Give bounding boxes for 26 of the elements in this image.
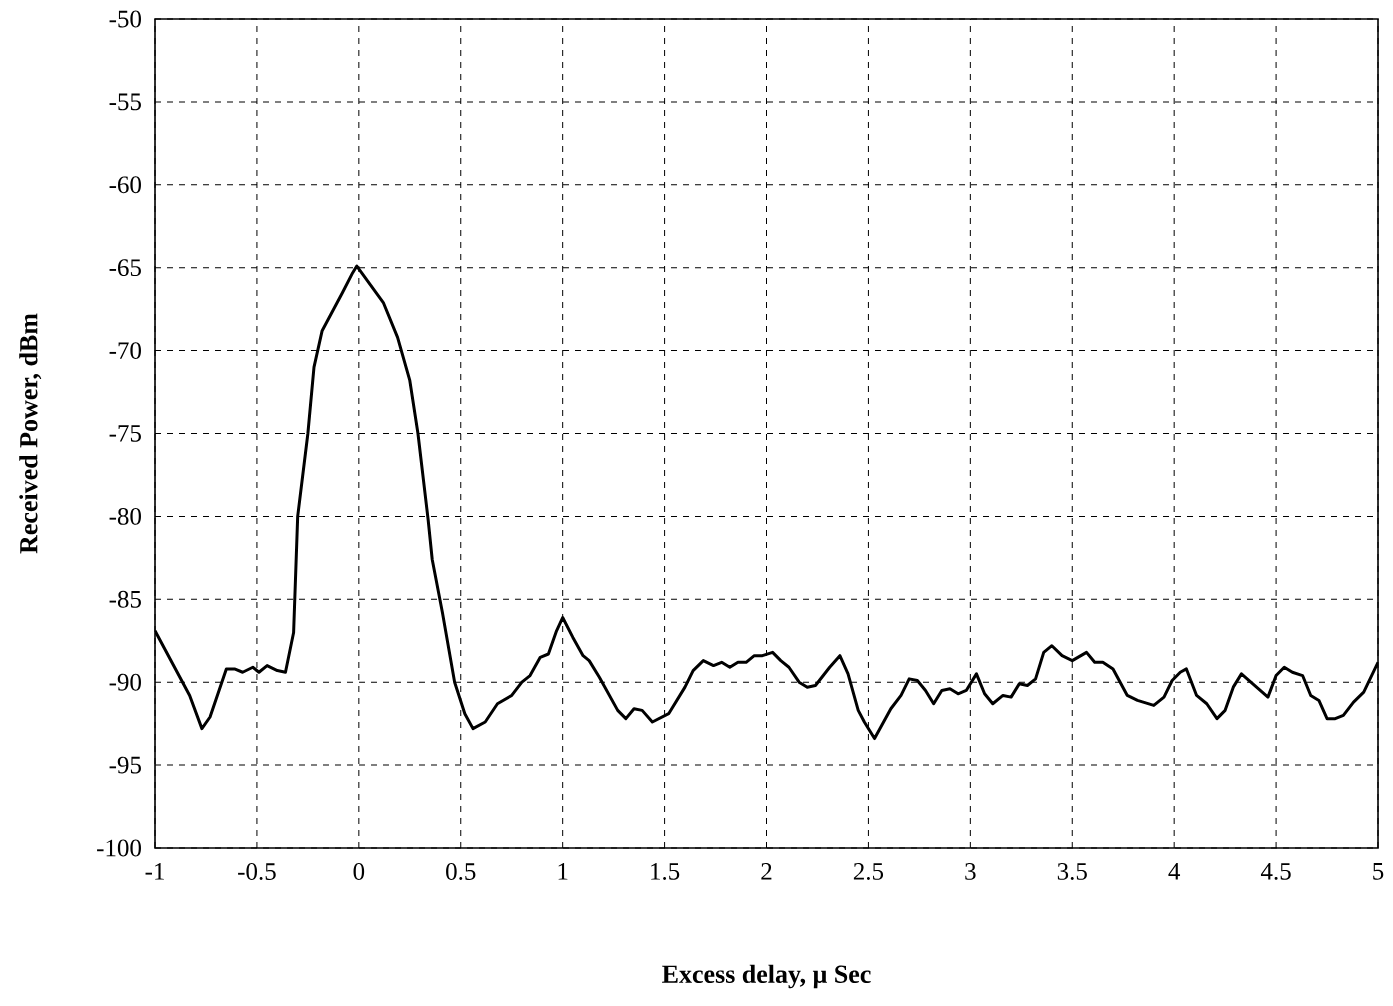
y-tick-label: -95 <box>109 756 141 774</box>
x-tick-label: 4.5 <box>1260 863 1291 880</box>
x-tick-label: 3.5 <box>1057 863 1087 880</box>
y-tick-label: -70 <box>109 342 141 360</box>
x-tick-label: 2 <box>761 863 772 880</box>
y-tick-label: -100 <box>97 839 141 857</box>
y-tick-label: -60 <box>109 176 141 194</box>
y-axis-title: Received Power, dBm <box>19 313 42 554</box>
x-tick-label: 2.5 <box>853 863 884 880</box>
x-tick-label: -1 <box>145 863 164 880</box>
y-tick-label: -85 <box>109 590 141 608</box>
x-axis-title: Excess delay, μ Sec <box>662 964 871 989</box>
x-tick-label: 0.5 <box>446 863 476 881</box>
x-tick-label: 0 <box>353 863 365 880</box>
x-tick-label: 5 <box>1373 863 1384 880</box>
x-tick-label: 3 <box>965 863 976 880</box>
y-tick-label: -80 <box>109 507 141 525</box>
x-tick-label: 1 <box>558 863 568 880</box>
x-tick-label: -0.5 <box>238 863 276 881</box>
x-tick-label: 1.5 <box>651 863 680 880</box>
y-tick-label: -75 <box>109 425 141 442</box>
y-tick-label: -55 <box>109 93 141 111</box>
y-tick-label: -50 <box>109 10 141 28</box>
y-tick-label: -90 <box>109 673 141 691</box>
x-tick-label: 4 <box>1168 863 1181 880</box>
y-tick-label: -65 <box>109 259 141 277</box>
